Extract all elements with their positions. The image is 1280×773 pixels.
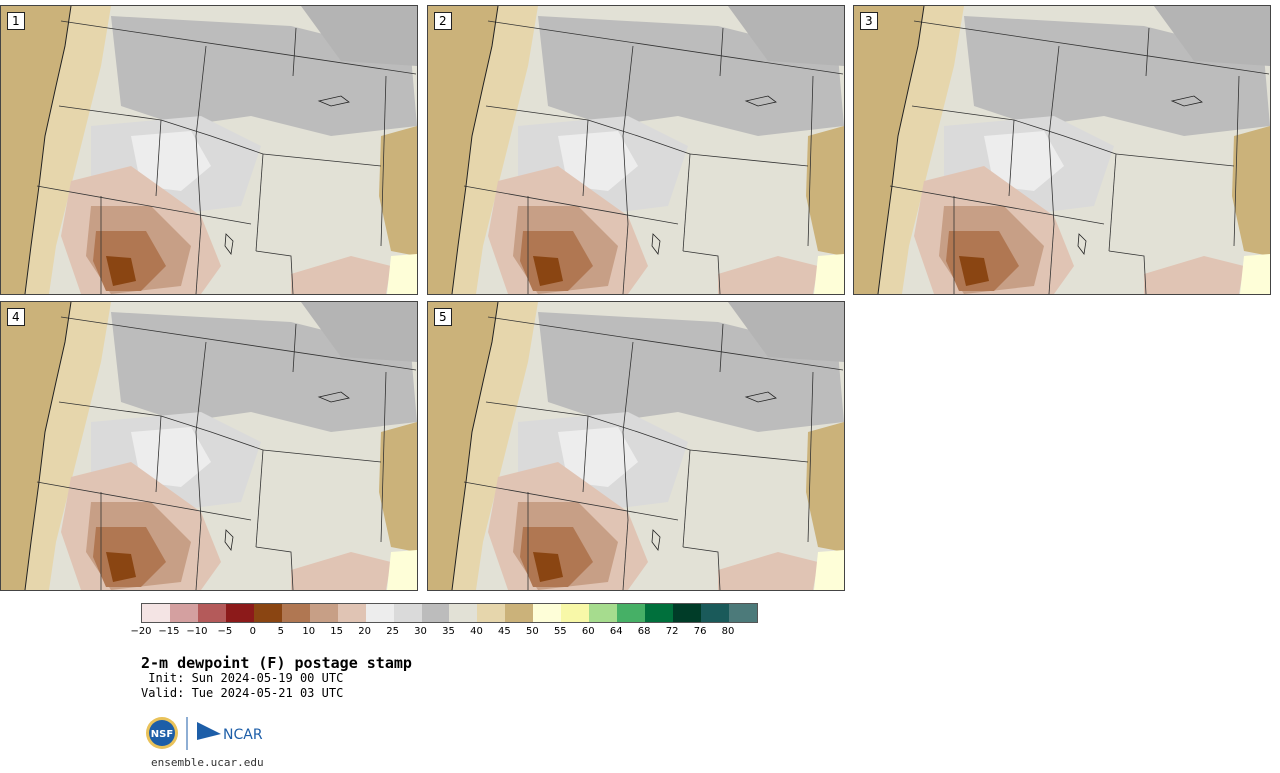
colorbar-swatch <box>589 604 618 622</box>
svg-text:NCAR: NCAR <box>223 727 263 743</box>
colorbar-tick-label: 72 <box>665 626 679 637</box>
colorbar-tick-label: −10 <box>186 626 208 637</box>
colorbar-tick-label: 64 <box>609 626 623 637</box>
colorbar-swatch <box>281 604 310 622</box>
colorbar-swatch <box>169 604 198 622</box>
nsf-logo: NSF <box>146 717 178 749</box>
panel-number: 4 <box>7 308 25 326</box>
dewpoint-map-1 <box>1 6 417 294</box>
panel-number: 3 <box>860 12 878 30</box>
colorbar-tick-label: −20 <box>130 626 152 637</box>
stamp-panel-1[interactable]: 1 <box>0 5 418 295</box>
colorbar <box>141 603 758 623</box>
colorbar-swatch <box>393 604 422 622</box>
dewpoint-map-2 <box>428 6 844 294</box>
colorbar-swatch <box>421 604 450 622</box>
stamp-panel-4[interactable]: 4 <box>0 301 418 591</box>
colorbar-swatch <box>449 604 478 622</box>
colorbar-swatch <box>701 604 730 622</box>
panel-number: 1 <box>7 12 25 30</box>
colorbar-tick-label: 25 <box>386 626 399 637</box>
colorbar-tick-label: 80 <box>721 626 735 637</box>
chart-title: 2-m dewpoint (F) postage stamp <box>141 654 412 672</box>
logos: NSF NCAR <box>146 717 263 750</box>
site-url[interactable]: ensemble.ucar.edu <box>151 756 264 769</box>
init-time: Init: Sun 2024-05-19 00 UTC <box>141 671 344 685</box>
colorbar-swatch <box>365 604 394 622</box>
valid-time: Valid: Tue 2024-05-21 03 UTC <box>141 686 344 700</box>
colorbar-tick-label: 45 <box>498 626 511 637</box>
dewpoint-map-5 <box>428 302 844 590</box>
colorbar-swatch <box>309 604 338 622</box>
colorbar-tick-label: −15 <box>158 626 180 637</box>
colorbar-tick-label: 30 <box>414 626 427 637</box>
colorbar-swatch <box>505 604 534 622</box>
colorbar-tick-label: 0 <box>249 626 256 637</box>
dewpoint-map-4 <box>1 302 417 590</box>
ncar-logo: NCAR <box>197 722 263 743</box>
colorbar-swatch <box>477 604 506 622</box>
colorbar-tick-label: 76 <box>693 626 707 637</box>
colorbar-tick-label: 60 <box>581 626 595 637</box>
colorbar-tick-label: 40 <box>470 626 483 637</box>
colorbar-tick-label: 55 <box>553 626 567 637</box>
stamp-panel-2[interactable]: 2 <box>427 5 845 295</box>
colorbar-tick-label: 50 <box>525 626 539 637</box>
colorbar-tick-label: 15 <box>330 626 344 637</box>
colorbar-swatch <box>673 604 702 622</box>
panel-number: 5 <box>434 308 452 326</box>
colorbar-tick-label: 20 <box>358 626 371 637</box>
colorbar-swatch <box>253 604 282 622</box>
colorbar-swatch <box>225 604 254 622</box>
colorbar-swatch <box>337 604 366 622</box>
stamp-panel-3[interactable]: 3 <box>853 5 1271 295</box>
stamp-panel-5[interactable]: 5 <box>427 301 845 591</box>
colorbar-tick-label: 10 <box>302 626 316 637</box>
panel-number: 2 <box>434 12 452 30</box>
colorbar-tick-label: −5 <box>217 626 233 637</box>
dewpoint-map-3 <box>854 6 1270 294</box>
colorbar-tick-label: 35 <box>442 626 455 637</box>
colorbar-swatch <box>142 604 170 622</box>
colorbar-swatch <box>729 604 757 622</box>
colorbar-tick-label: 5 <box>277 626 284 637</box>
colorbar-swatch <box>617 604 646 622</box>
colorbar-swatch <box>561 604 590 622</box>
colorbar-tick-labels: −20 −15 −10 −5 0 5 10 15 20 25 30 35 40 45 50 55 60 64 68 7… <box>130 626 756 640</box>
svg-text:NSF: NSF <box>151 729 173 740</box>
colorbar-tick-label: 68 <box>637 626 651 637</box>
colorbar-swatch <box>533 604 562 622</box>
colorbar-swatch <box>197 604 226 622</box>
colorbar-swatch <box>645 604 674 622</box>
